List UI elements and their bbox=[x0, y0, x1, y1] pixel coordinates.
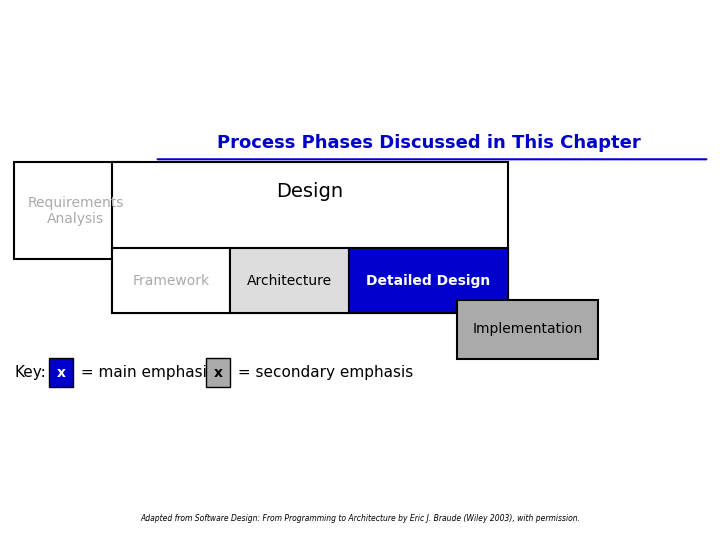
FancyBboxPatch shape bbox=[49, 358, 73, 388]
Text: Detailed Design: Detailed Design bbox=[366, 274, 490, 288]
FancyBboxPatch shape bbox=[112, 248, 230, 313]
Text: = main emphasis: = main emphasis bbox=[76, 365, 215, 380]
Text: x: x bbox=[56, 366, 66, 380]
FancyBboxPatch shape bbox=[14, 162, 137, 259]
Text: x: x bbox=[213, 366, 222, 380]
Text: Architecture: Architecture bbox=[247, 274, 333, 288]
Text: Implementation: Implementation bbox=[472, 322, 582, 336]
Text: Design: Design bbox=[276, 182, 343, 201]
FancyBboxPatch shape bbox=[112, 162, 508, 313]
Text: Framework: Framework bbox=[132, 274, 210, 288]
FancyBboxPatch shape bbox=[457, 300, 598, 359]
Text: = secondary emphasis: = secondary emphasis bbox=[233, 365, 413, 380]
FancyBboxPatch shape bbox=[230, 248, 349, 313]
FancyBboxPatch shape bbox=[349, 248, 508, 313]
FancyBboxPatch shape bbox=[206, 358, 230, 388]
Text: Adapted from Software Design: From Programming to Architecture by Eric J. Braude: Adapted from Software Design: From Progr… bbox=[140, 514, 580, 523]
Text: Key:: Key: bbox=[14, 365, 46, 380]
Text: Requirements
Analysis: Requirements Analysis bbox=[27, 195, 124, 226]
Text: Process Phases Discussed in This Chapter: Process Phases Discussed in This Chapter bbox=[217, 134, 640, 152]
